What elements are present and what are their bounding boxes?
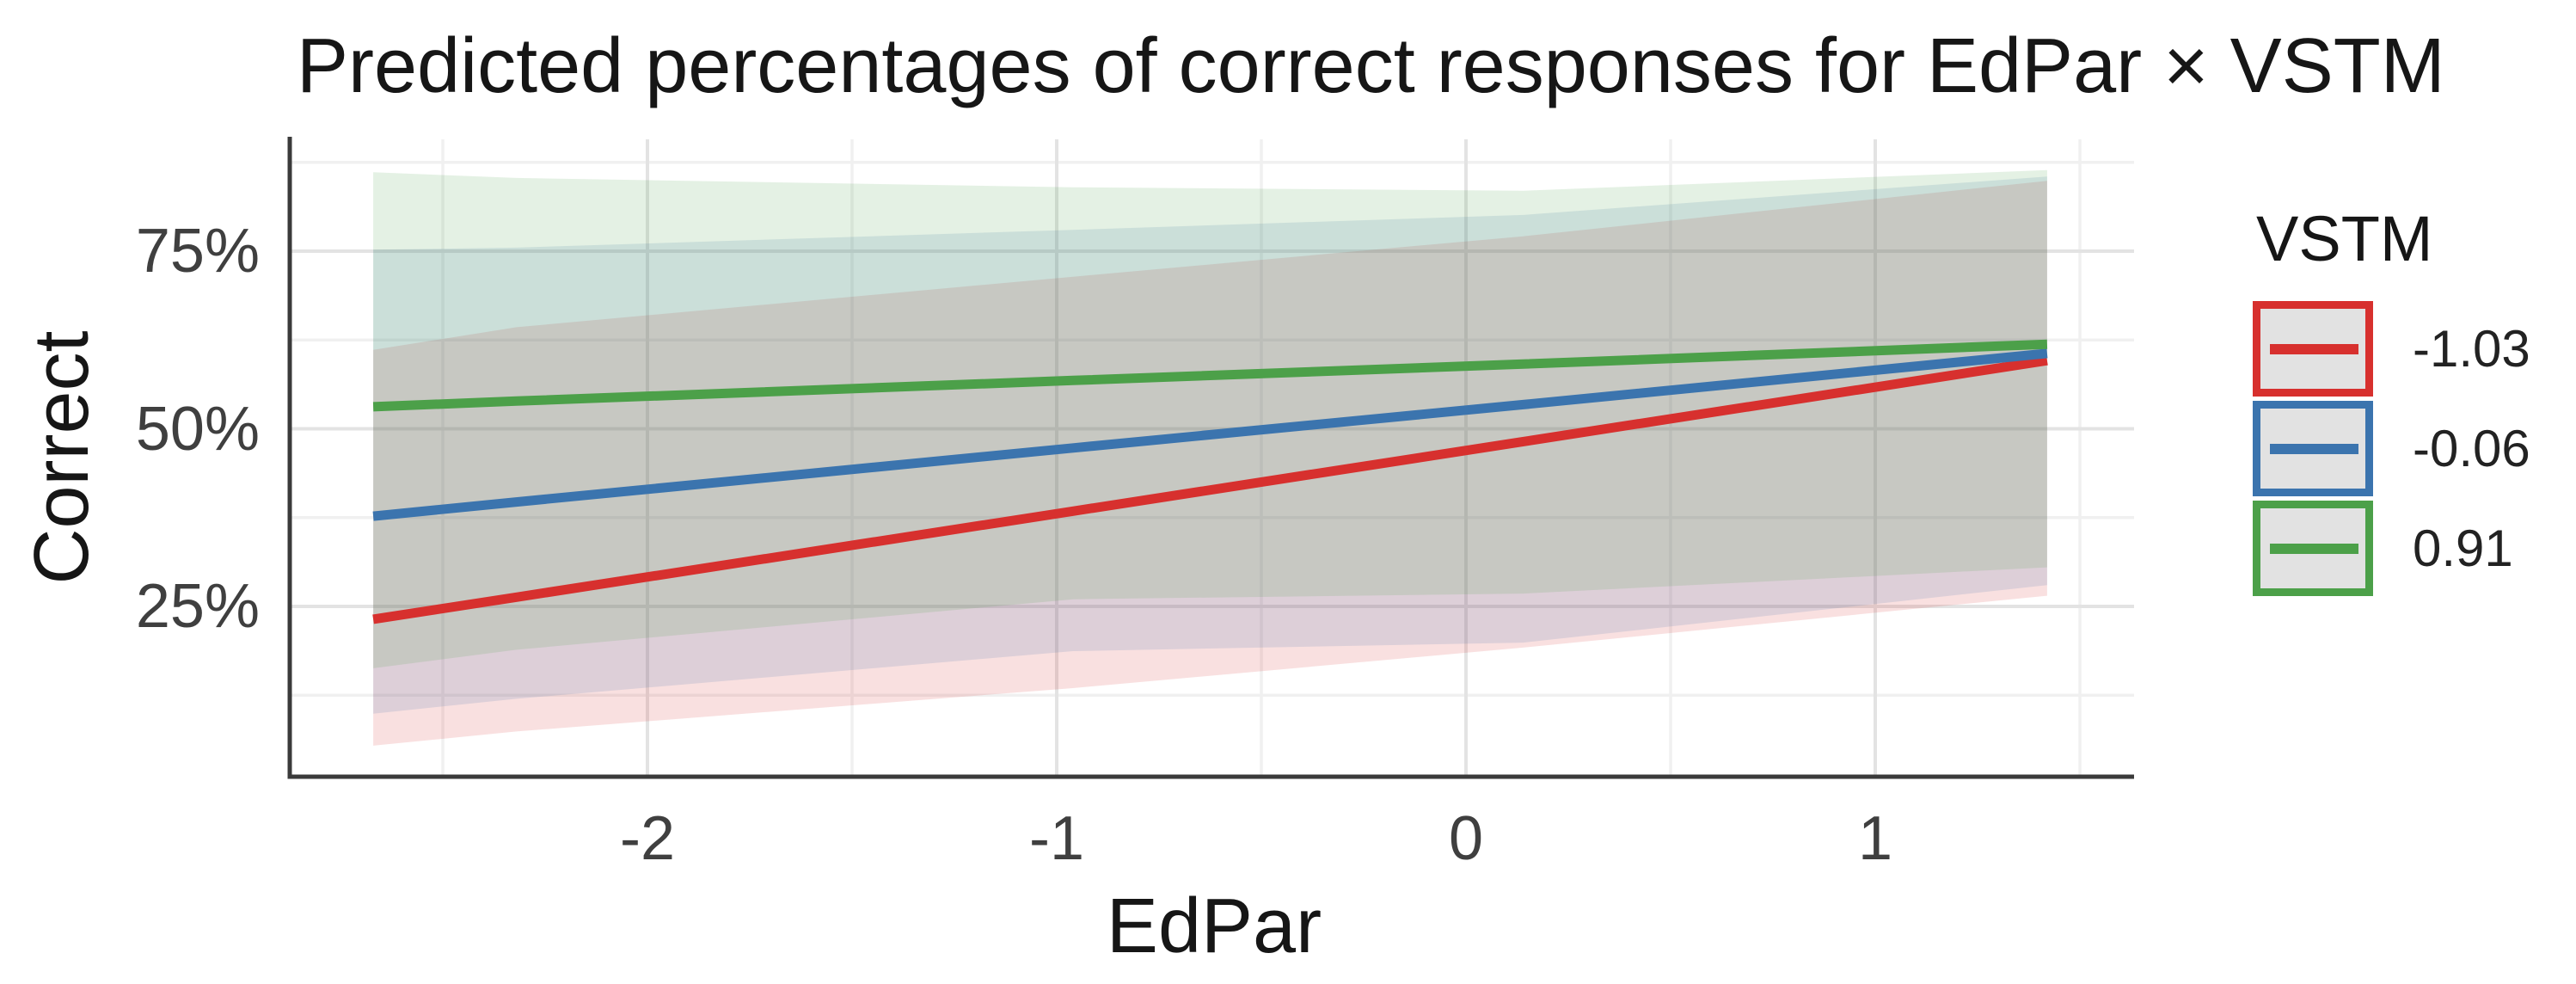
y-tick-label: 25% [135, 572, 260, 641]
y-axis-title: Correct [19, 330, 105, 585]
x-tick-label: 1 [1857, 804, 1893, 873]
ci-ribbon--1.03 [373, 181, 2047, 746]
legend-key-line [2270, 343, 2358, 354]
legend-item-label: 0.91 [2413, 519, 2513, 577]
prediction-lines [372, 339, 2048, 624]
y-tick-label: 75% [135, 217, 260, 286]
x-tick-label: -1 [1028, 804, 1085, 873]
legend-key-line [2270, 543, 2358, 554]
x-axis-title: EdPar [1106, 883, 1322, 969]
chart-title: Predicted percentages of correct respons… [297, 23, 2445, 109]
legend-key-line [2270, 443, 2358, 454]
x-tick-label: -2 [619, 804, 676, 873]
gridlines-major [290, 139, 2134, 777]
legend-key-0.91 [2253, 501, 2373, 596]
prediction-line--1.03 [372, 355, 2048, 624]
prediction-line-0.91 [372, 339, 2048, 412]
legend-item-label: -1.03 [2413, 319, 2530, 378]
y-tick-label: 50% [135, 394, 260, 464]
legend-item-label: -0.06 [2413, 419, 2530, 477]
legend-title: VSTM [2256, 203, 2433, 274]
prediction-line--0.06 [372, 348, 2048, 521]
ci-ribbon--0.06 [373, 176, 2047, 714]
x-tick-label: 0 [1448, 804, 1484, 873]
axis-lines [287, 137, 2134, 779]
ci-ribbon-0.91 [373, 169, 2047, 668]
legend-key--1.03 [2253, 301, 2373, 397]
confidence-ribbons [373, 169, 2047, 746]
legend-key--0.06 [2253, 401, 2373, 496]
gridlines-minor [290, 139, 2134, 777]
